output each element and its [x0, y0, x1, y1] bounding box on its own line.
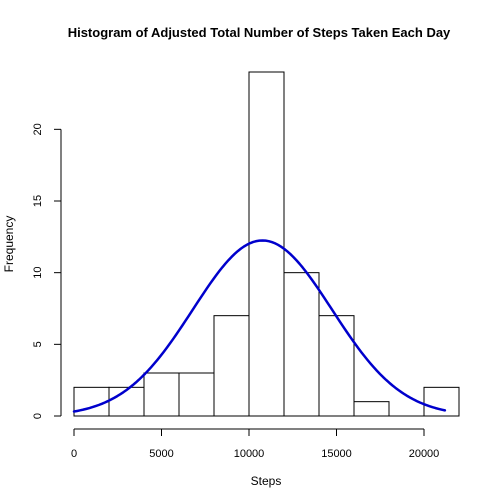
histogram-bar — [318, 315, 355, 417]
y-tick-label: 5 — [32, 341, 44, 347]
histogram-bar — [353, 401, 390, 417]
x-axis: 0 5000 10000 15000 20000 — [71, 428, 440, 460]
x-tick-label: 20000 — [409, 448, 440, 460]
histogram-bar — [143, 372, 180, 417]
histogram-bar — [423, 386, 460, 417]
density-curve — [72, 239, 447, 413]
y-tick-label: 10 — [32, 267, 44, 279]
x-axis-label: Steps — [251, 474, 282, 488]
x-tick-label: 10000 — [234, 448, 265, 460]
histogram-bar — [178, 372, 215, 417]
y-tick-label: 15 — [32, 195, 44, 207]
chart-title: Histogram of Adjusted Total Number of St… — [68, 25, 451, 40]
y-axis: 0 5 10 15 20 — [32, 123, 62, 419]
histogram-bar — [213, 315, 250, 417]
histogram-bar — [283, 272, 320, 417]
histogram-bar — [108, 386, 145, 417]
bars-layer — [73, 71, 460, 417]
y-tick-label: 20 — [32, 123, 44, 135]
y-tick-label: 0 — [32, 413, 44, 419]
x-tick-label: 0 — [71, 448, 77, 460]
x-tick-label: 15000 — [321, 448, 352, 460]
y-axis-label: Frequency — [2, 216, 16, 273]
x-tick-label: 5000 — [149, 448, 173, 460]
density-curve-layer — [72, 239, 447, 413]
